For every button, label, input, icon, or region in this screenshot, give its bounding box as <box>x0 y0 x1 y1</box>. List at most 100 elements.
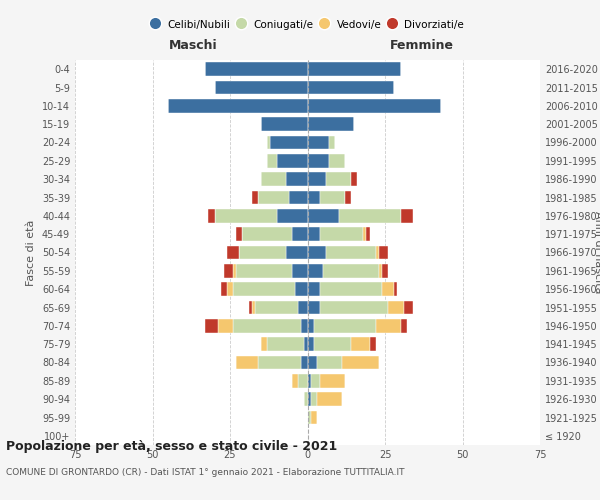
Bar <box>341 356 379 370</box>
Bar <box>308 338 314 351</box>
Bar <box>301 319 308 332</box>
Bar <box>236 228 242 241</box>
Bar <box>308 410 311 424</box>
Bar <box>388 300 404 314</box>
Bar <box>286 246 308 260</box>
Bar <box>267 338 304 351</box>
Bar <box>311 374 320 388</box>
Bar <box>308 190 320 204</box>
Bar <box>320 282 382 296</box>
Text: Maschi: Maschi <box>169 40 217 52</box>
Bar <box>208 209 215 222</box>
Bar <box>289 190 308 204</box>
Bar <box>317 392 341 406</box>
Bar <box>311 392 317 406</box>
Bar <box>242 228 292 241</box>
Bar <box>404 300 413 314</box>
Bar <box>267 136 271 149</box>
Bar <box>314 338 351 351</box>
Legend: Celibi/Nubili, Coniugati/e, Vedovi/e, Divorziati/e: Celibi/Nubili, Coniugati/e, Vedovi/e, Di… <box>147 15 468 34</box>
Bar <box>308 356 317 370</box>
Bar <box>394 282 397 296</box>
Bar <box>258 190 289 204</box>
Bar <box>236 356 258 370</box>
Bar <box>227 282 233 296</box>
Bar <box>382 264 388 278</box>
Bar <box>218 319 233 332</box>
Bar <box>252 190 258 204</box>
Bar <box>286 172 308 186</box>
Bar <box>326 172 351 186</box>
Bar <box>308 209 338 222</box>
Bar <box>379 264 382 278</box>
Bar <box>308 300 320 314</box>
Bar <box>277 154 308 168</box>
Bar <box>261 118 308 131</box>
Bar <box>311 410 317 424</box>
Bar <box>320 374 344 388</box>
Bar <box>308 374 311 388</box>
Bar <box>401 319 407 332</box>
Bar <box>224 264 233 278</box>
Bar <box>308 282 320 296</box>
Bar <box>292 264 308 278</box>
Bar <box>329 154 344 168</box>
Text: Popolazione per età, sesso e stato civile - 2021: Popolazione per età, sesso e stato civil… <box>6 440 337 453</box>
Bar <box>308 80 394 94</box>
Bar <box>227 246 239 260</box>
Bar <box>261 172 286 186</box>
Bar <box>351 338 370 351</box>
Bar <box>261 338 267 351</box>
Bar <box>308 246 326 260</box>
Bar <box>320 228 363 241</box>
Text: COMUNE DI GRONTARDO (CR) - Dati ISTAT 1° gennaio 2021 - Elaborazione TUTTITALIA.: COMUNE DI GRONTARDO (CR) - Dati ISTAT 1°… <box>6 468 404 477</box>
Bar <box>205 319 218 332</box>
Bar <box>308 264 323 278</box>
Bar <box>382 282 394 296</box>
Y-axis label: Fasce di età: Fasce di età <box>26 220 36 286</box>
Bar <box>295 282 308 296</box>
Bar <box>215 80 308 94</box>
Bar <box>168 99 308 112</box>
Bar <box>364 228 367 241</box>
Bar <box>233 282 295 296</box>
Y-axis label: Anni di nascita: Anni di nascita <box>593 211 600 294</box>
Bar <box>236 264 292 278</box>
Bar <box>320 300 388 314</box>
Bar <box>308 118 354 131</box>
Bar <box>277 209 308 222</box>
Bar <box>252 300 255 314</box>
Bar <box>221 282 227 296</box>
Bar <box>308 136 329 149</box>
Bar <box>233 264 236 278</box>
Bar <box>304 392 308 406</box>
Bar <box>376 319 401 332</box>
Bar <box>308 319 314 332</box>
Bar <box>314 319 376 332</box>
Bar <box>326 246 376 260</box>
Bar <box>233 319 301 332</box>
Text: Femmine: Femmine <box>390 40 454 52</box>
Bar <box>258 356 301 370</box>
Bar <box>320 190 344 204</box>
Bar <box>351 172 357 186</box>
Bar <box>308 392 311 406</box>
Bar <box>298 300 308 314</box>
Bar <box>338 209 401 222</box>
Bar <box>308 228 320 241</box>
Bar <box>329 136 335 149</box>
Bar <box>308 154 329 168</box>
Bar <box>308 99 441 112</box>
Bar <box>370 338 376 351</box>
Bar <box>255 300 298 314</box>
Bar <box>308 172 326 186</box>
Bar <box>239 246 286 260</box>
Bar <box>271 136 308 149</box>
Bar <box>298 374 308 388</box>
Bar <box>308 62 401 76</box>
Bar <box>376 246 379 260</box>
Bar <box>344 190 351 204</box>
Bar <box>292 374 298 388</box>
Bar <box>401 209 413 222</box>
Bar <box>304 338 308 351</box>
